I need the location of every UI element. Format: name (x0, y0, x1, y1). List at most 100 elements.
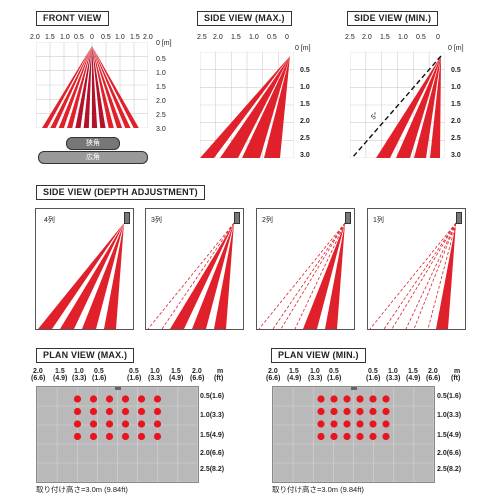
depth-adjustment-title: SIDE VIEW (DEPTH ADJUSTMENT) (36, 185, 205, 200)
detection-beam (92, 46, 106, 128)
side-min-y-tick: 1.0 (451, 84, 461, 91)
plan-max-x-tick-ft: (6.6) (31, 375, 46, 382)
detection-dot (369, 420, 377, 428)
detection-dot (343, 432, 351, 441)
front-y-tick: 3.0 (156, 126, 166, 133)
side-max-x-tick: 2.0 (213, 34, 223, 41)
plan-max-x-tick-m: 1.0 (150, 368, 160, 375)
detection-beam (92, 46, 114, 128)
detection-dot (382, 407, 390, 416)
detection-dot (317, 395, 325, 403)
sensor-icon (234, 212, 240, 224)
front-y-tick: 2.0 (156, 98, 166, 105)
detection-dot (73, 432, 82, 441)
dashed-boundary-line (351, 55, 442, 158)
detection-dot (369, 395, 377, 403)
side-min-y-tick: 3.0 (451, 152, 461, 159)
plan-view-min-title: PLAN VIEW (MIN.) (271, 348, 366, 363)
depth-panel-3-rows: 3列 (145, 208, 244, 330)
side-max-y-tick: 3.0 (300, 152, 310, 159)
detection-beam (67, 46, 92, 128)
front-x-unit: 0 [m] (156, 40, 172, 47)
disabled-beam-edge (147, 222, 235, 329)
detection-dot (382, 395, 390, 403)
side-min-svg (350, 52, 445, 158)
detection-beam (376, 56, 441, 158)
plan-max-x-tick-m: 1.5 (171, 368, 181, 375)
plan-max-x-tick-m: 2.0 (33, 368, 43, 375)
front-x-tick: 2.0 (30, 34, 40, 41)
plan-min-unit-ft: (ft) (451, 375, 461, 382)
plan-min-y-tick: 1.5(4.9) (437, 432, 462, 439)
side-max-x-unit: 0 [m] (295, 45, 311, 52)
detection-beam (104, 223, 124, 329)
detection-dot (317, 420, 325, 428)
detection-beam (396, 56, 441, 158)
side-max-beams (200, 56, 290, 158)
detection-dot (343, 407, 351, 416)
disabled-beam-edge (391, 222, 457, 329)
plan-min-x-tick-m: 2.0 (428, 368, 438, 375)
front-x-tick: 0.5 (74, 34, 84, 41)
plan-max-x-tick-ft: (3.3) (72, 375, 87, 382)
detection-beam (192, 223, 234, 329)
disabled-beam-edge (161, 222, 235, 329)
detection-dot (89, 432, 98, 441)
depth-panel-label: 3列 (151, 217, 162, 224)
plan-min-x-tick-ft: (3.3) (308, 375, 323, 382)
detection-dot (369, 432, 377, 441)
front-x-tick: 1.5 (130, 34, 140, 41)
detection-dot (121, 432, 130, 441)
detection-beam (92, 46, 131, 128)
front-x-tick: 1.0 (60, 34, 70, 41)
detection-dot (105, 407, 114, 416)
disabled-beam-edge (294, 222, 346, 329)
plan-min-dots (317, 395, 390, 441)
front-view-svg (36, 42, 148, 128)
plan-min-x-tick-m: 1.0 (388, 368, 398, 375)
plan-max-x-tick-ft: (4.9) (169, 375, 184, 382)
side-min-y-tick: 0.5 (451, 67, 461, 74)
side-max-y-tick: 1.5 (300, 101, 310, 108)
detection-dot (343, 420, 351, 428)
detection-beam (42, 46, 92, 128)
depth-svg (258, 222, 346, 329)
side-max-x-tick: 1.5 (231, 34, 241, 41)
detection-dot (369, 407, 377, 416)
side-min-x-tick: 1.0 (398, 34, 408, 41)
disabled-beam-edge (413, 222, 457, 329)
detection-beam (60, 223, 124, 329)
side-min-diagram (350, 52, 445, 158)
detection-dot (121, 395, 130, 403)
plan-min-x-tick-m: 1.5 (408, 368, 418, 375)
depth-svg (38, 223, 124, 329)
plan-min-x-tick-m: 0.5 (329, 368, 339, 375)
side-max-x-tick: 0.5 (267, 34, 277, 41)
plan-min-x-tick-m: 0.5 (368, 368, 378, 375)
side-min-x-tick: 0.5 (416, 34, 426, 41)
plan-max-y-tick: 2.0(6.6) (200, 450, 225, 457)
plan-min-x-tick-ft: (6.6) (426, 375, 441, 382)
side-min-x-tick: 1.5 (380, 34, 390, 41)
plan-max-x-tick-m: 0.5 (94, 368, 104, 375)
plan-max-x-tick-m: 1.5 (55, 368, 65, 375)
plan-min-x-tick-m: 1.0 (310, 368, 320, 375)
detection-dot (330, 420, 338, 428)
side-min-x-tick: 0 (436, 34, 440, 41)
sensor-icon (345, 212, 351, 224)
plan-min-unit-m: m (454, 368, 461, 375)
depth-panel-label: 2列 (262, 217, 273, 224)
detection-dot (137, 407, 146, 416)
side-max-diagram (200, 52, 294, 158)
front-x-tick: 0 (90, 34, 94, 41)
disabled-beam-edge (427, 222, 457, 329)
detection-beam (325, 223, 345, 329)
front-y-tick: 1.0 (156, 70, 166, 77)
front-x-tick: 2.0 (143, 34, 153, 41)
detection-beam (220, 56, 290, 158)
side-min-beams (351, 55, 442, 158)
disabled-beam-edge (405, 222, 457, 329)
detection-beam (92, 46, 98, 128)
plan-max-grid (37, 387, 198, 482)
side-max-svg (200, 52, 294, 158)
